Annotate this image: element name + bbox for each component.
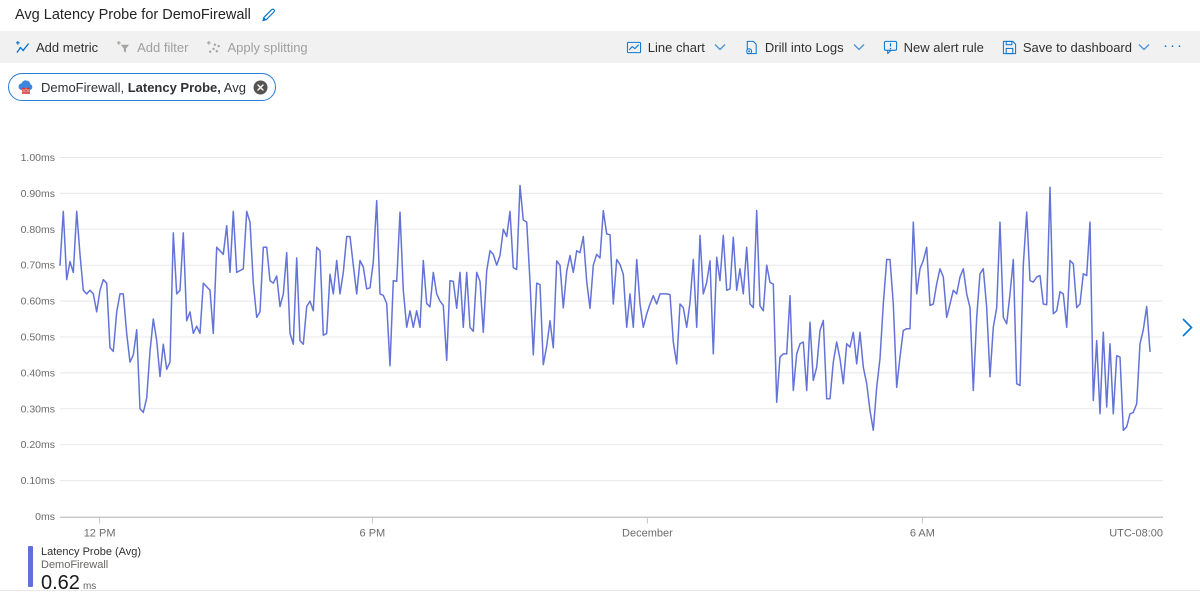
new-alert-rule-button[interactable]: New alert rule bbox=[874, 35, 993, 60]
metric-pill-row: DemoFirewall, Latency Probe, Avg bbox=[8, 73, 276, 101]
page-title: Avg Latency Probe for DemoFirewall bbox=[15, 7, 251, 23]
new-alert-rule-label: New alert rule bbox=[903, 39, 984, 55]
legend-texts: Latency Probe (Avg) DemoFirewall 0.62 ms bbox=[41, 546, 141, 597]
drill-into-logs-label: Drill into Logs bbox=[764, 39, 844, 55]
legend-item[interactable]: Latency Probe (Avg) DemoFirewall 0.62 ms bbox=[28, 546, 141, 597]
legend-unit: ms bbox=[82, 581, 97, 592]
firewall-icon bbox=[17, 79, 35, 95]
save-to-dashboard-icon bbox=[1002, 40, 1017, 55]
y-axis-label: 0.30ms bbox=[21, 403, 55, 415]
save-to-dashboard-label: Save to dashboard bbox=[1022, 39, 1132, 55]
legend-average-value: 0.62 ms bbox=[41, 572, 97, 594]
y-axis-label: 0.20ms bbox=[21, 439, 55, 451]
utc-offset-label: UTC-08:00 bbox=[1109, 528, 1163, 540]
y-axis-label: 0.80ms bbox=[21, 224, 55, 236]
metric-pill-aggregation: Avg bbox=[220, 79, 246, 95]
drill-into-logs-icon bbox=[744, 40, 759, 55]
chevron-down-icon bbox=[1138, 43, 1150, 51]
add-filter-label: Add filter bbox=[137, 39, 189, 55]
bottom-divider bbox=[0, 590, 1200, 591]
pencil-icon bbox=[260, 7, 276, 23]
chart-scroll-right-button[interactable] bbox=[1181, 317, 1194, 338]
metrics-chart[interactable]: 1.00ms 0.90ms 0.80ms 0.70ms 0.60ms 0.50ms 0.40… bbox=[0, 140, 1200, 555]
latency-line-chart[interactable]: 1.00ms 0.90ms 0.80ms 0.70ms 0.60ms 0.50ms 0.40… bbox=[0, 140, 1200, 555]
add-metric-label: Add metric bbox=[36, 39, 99, 55]
more-options-button[interactable]: ··· bbox=[1163, 36, 1184, 54]
legend-color-bar bbox=[28, 546, 33, 587]
chart-toolbar: Add metric Add filter Apply splitting bbox=[0, 31, 1200, 63]
chart-title-row: Avg Latency Probe for DemoFirewall bbox=[0, 0, 1200, 30]
add-filter-button: Add filter bbox=[107, 35, 197, 60]
latency-series-line bbox=[59, 184, 1151, 432]
edit-title-button[interactable] bbox=[260, 7, 276, 23]
apply-splitting-label: Apply splitting bbox=[227, 39, 308, 55]
line-chart-icon bbox=[626, 40, 642, 55]
x-axis-label: 6 PM bbox=[360, 528, 386, 540]
y-axis-label: 0.60ms bbox=[21, 296, 55, 308]
apply-splitting-icon bbox=[206, 40, 221, 55]
y-axis-label: 0.10ms bbox=[21, 475, 55, 487]
save-to-dashboard-button[interactable]: Save to dashboard bbox=[993, 35, 1159, 60]
line-chart-label: Line chart bbox=[647, 39, 705, 55]
y-axis-label: 0.90ms bbox=[21, 188, 55, 200]
line-chart-button[interactable]: Line chart bbox=[617, 35, 735, 60]
add-metric-icon bbox=[15, 40, 30, 55]
y-axis-label: 0.70ms bbox=[21, 260, 55, 272]
chevron-right-icon bbox=[1181, 317, 1194, 338]
metric-pill-resource: DemoFirewall, bbox=[41, 79, 128, 95]
x-axis-label: December bbox=[622, 528, 673, 540]
y-axis-label: 0ms bbox=[35, 511, 55, 523]
drill-into-logs-button[interactable]: Drill into Logs bbox=[735, 35, 874, 60]
x-axis-label: 12 PM bbox=[84, 528, 116, 540]
apply-splitting-button: Apply splitting bbox=[197, 35, 316, 60]
x-axis-label: 6 AM bbox=[910, 528, 935, 540]
remove-metric-button[interactable] bbox=[253, 80, 268, 95]
y-axis-label: 0.50ms bbox=[21, 332, 55, 344]
metric-pill-metric: Latency Probe, bbox=[127, 79, 221, 95]
new-alert-rule-icon bbox=[883, 40, 898, 55]
chevron-down-icon bbox=[853, 43, 865, 51]
legend-resource-label: DemoFirewall bbox=[41, 559, 109, 571]
toolbar-left-group: Add metric Add filter Apply splitting bbox=[6, 35, 317, 60]
legend-series-label: Latency Probe (Avg) bbox=[41, 546, 142, 558]
toolbar-right-group: Line chart Drill into Logs bbox=[617, 35, 1188, 60]
add-metric-button[interactable]: Add metric bbox=[6, 35, 107, 60]
y-axis-label: 1.00ms bbox=[21, 152, 55, 164]
metric-pill[interactable]: DemoFirewall, Latency Probe, Avg bbox=[8, 73, 276, 101]
add-filter-icon bbox=[116, 40, 131, 55]
chevron-down-icon bbox=[714, 43, 726, 51]
y-axis-label: 0.40ms bbox=[21, 367, 55, 379]
